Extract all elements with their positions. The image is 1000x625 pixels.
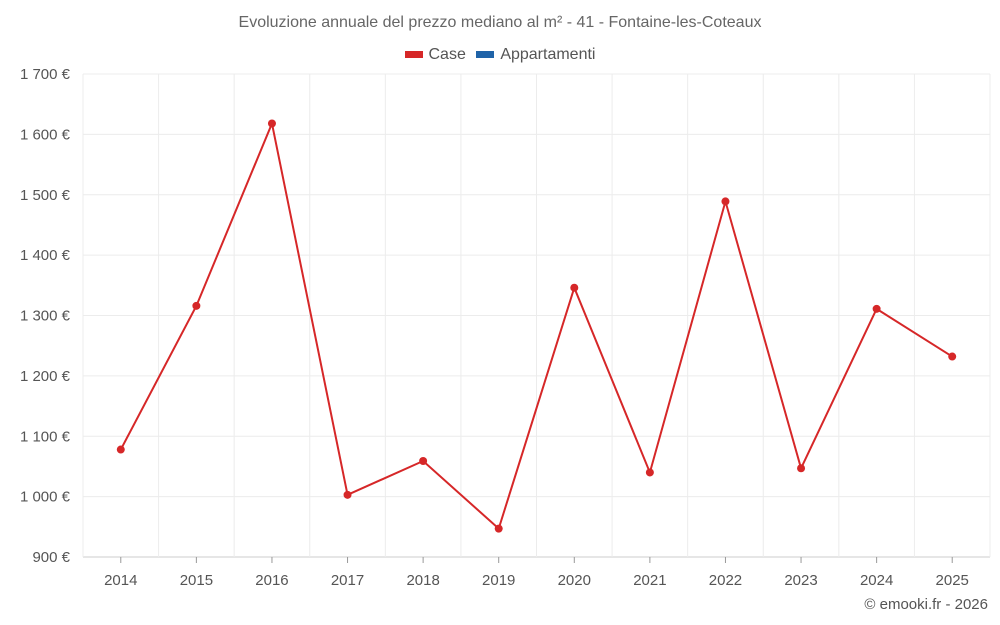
legend-item-case[interactable]: Case (404, 45, 466, 64)
y-tick-label: 1 700 € (20, 66, 71, 83)
x-tick-label: 2017 (331, 572, 364, 589)
x-tick-label: 2020 (558, 572, 591, 589)
chart-title: Evoluzione annuale del prezzo mediano al… (238, 14, 762, 31)
legend-label-appartamenti: Appartamenti (500, 45, 596, 63)
data-point (570, 283, 579, 292)
data-point (267, 119, 276, 128)
x-tick-label: 2015 (180, 572, 213, 589)
x-tick-label: 2019 (482, 572, 515, 589)
legend-swatch-appartamenti (476, 51, 495, 58)
legend: Case Appartamenti (0, 45, 1000, 64)
y-tick-label: 1 100 € (20, 428, 71, 445)
x-tick-label: 2025 (936, 572, 969, 589)
y-tick-label: 1 600 € (20, 126, 71, 143)
data-point (872, 304, 881, 313)
x-tick-label: 2021 (633, 572, 666, 589)
x-tick-label: 2018 (406, 572, 439, 589)
data-point (721, 197, 730, 206)
data-point (948, 352, 957, 361)
credit-text: © emooki.fr - 2026 (864, 596, 988, 613)
x-tick-label: 2023 (784, 572, 817, 589)
legend-item-appartamenti[interactable]: Appartamenti (476, 46, 595, 64)
y-tick-label: 1 000 € (20, 489, 71, 506)
data-point (116, 445, 125, 454)
data-point (494, 524, 503, 533)
x-tick-label: 2014 (104, 572, 137, 589)
y-tick-label: 1 300 € (20, 308, 71, 325)
x-tick-label: 2024 (860, 572, 893, 589)
y-tick-label: 1 500 € (20, 187, 71, 204)
data-point (419, 457, 428, 466)
x-tick-label: 2016 (255, 572, 288, 589)
y-tick-label: 900 € (32, 549, 70, 566)
series-line-case (119, 120, 953, 531)
y-tick-label: 1 200 € (20, 368, 71, 385)
data-point (797, 464, 806, 473)
legend-swatch-case (404, 51, 423, 58)
legend-label-case: Case (428, 45, 466, 63)
data-point (343, 490, 352, 499)
data-point (645, 468, 654, 477)
x-tick-label: 2022 (709, 572, 742, 589)
data-point (192, 301, 201, 310)
y-tick-label: 1 400 € (20, 247, 71, 264)
